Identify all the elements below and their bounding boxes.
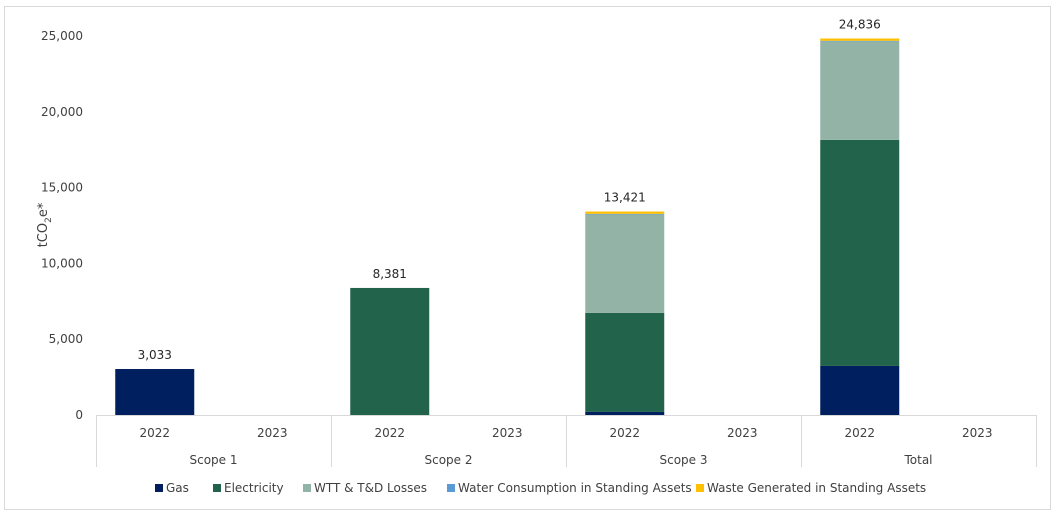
y-axis-label: tCO2e*	[36, 202, 54, 247]
y-tick-label: 0	[75, 408, 83, 422]
legend-label: Gas	[166, 481, 189, 495]
y-axis-label-tail: e*	[36, 202, 51, 217]
group-label: Total	[903, 453, 932, 467]
svg-text:tCO2e*: tCO2e*	[36, 202, 54, 247]
group-label: Scope 3	[659, 453, 707, 467]
bar-segment-electricity	[820, 139, 900, 366]
y-tick-label: 5,000	[49, 332, 83, 346]
bar-segment-gas	[820, 365, 900, 415]
x-axis: 2022 2023 2022 2023 2022 2023 2022 2023 Scope 1 S…	[96, 415, 1037, 467]
x-tick-label: 2022	[844, 426, 875, 440]
legend-swatch	[155, 484, 163, 492]
legend-item-gas[interactable]: Gas	[155, 481, 189, 495]
chart-frame	[4, 6, 1051, 510]
bar-segment-gas	[585, 411, 665, 415]
bar-segment-waste-generated-in-standing-assets	[585, 211, 665, 214]
y-tick-label: 15,000	[41, 181, 83, 195]
legend-item-waste-generated-in-standing-assets[interactable]: Waste Generated in Standing Assets	[696, 481, 926, 495]
legend-label: WTT & T&D Losses	[314, 481, 427, 495]
y-tick-label: 20,000	[41, 105, 83, 119]
data-label: 24,836	[839, 18, 881, 32]
x-tick-label: 2022	[374, 426, 405, 440]
legend-item-electricity[interactable]: Electricity	[213, 481, 284, 495]
bar-segment-electricity	[350, 287, 430, 415]
legend-item-water-consumption-in-standing-assets[interactable]: Water Consumption in Standing Assets	[447, 481, 692, 495]
bar-segment-wtt-t-d-losses	[585, 214, 665, 313]
data-labels: 3,033 8,381 13,421 24,836	[138, 18, 881, 363]
group-label: Scope 2	[424, 453, 472, 467]
bar-segment-gas	[115, 369, 195, 415]
legend-swatch	[447, 484, 455, 492]
x-tick-label: 2023	[727, 426, 758, 440]
legend-swatch	[213, 484, 221, 492]
bar-segment-water-consumption-in-standing-assets	[820, 40, 900, 42]
data-label: 13,421	[604, 191, 646, 205]
legend-swatch	[303, 484, 311, 492]
y-axis-label-main: tCO	[36, 223, 51, 247]
y-axis-label-sub: 2	[44, 217, 54, 223]
group-label: Scope 1	[189, 453, 237, 467]
x-tick-label: 2022	[609, 426, 640, 440]
legend-label: Waste Generated in Standing Assets	[707, 481, 926, 495]
y-tick-label: 25,000	[41, 29, 83, 43]
legend-label: Water Consumption in Standing Assets	[458, 481, 692, 495]
y-ticks: 0 5,000 10,000 15,000 20,000 25,000	[41, 29, 83, 422]
x-tick-label: 2022	[139, 426, 170, 440]
bar-segment-wtt-t-d-losses	[820, 41, 900, 140]
legend-swatch	[696, 484, 704, 492]
bar-segment-electricity	[585, 312, 665, 412]
bar-segment-water-consumption-in-standing-assets	[585, 213, 665, 215]
x-tick-label: 2023	[962, 426, 993, 440]
bar-segment-waste-generated-in-standing-assets	[820, 38, 900, 41]
legend-item-wtt-t-d-losses[interactable]: WTT & T&D Losses	[303, 481, 427, 495]
x-tick-label: 2023	[492, 426, 523, 440]
y-tick-label: 10,000	[41, 256, 83, 270]
legend-label: Electricity	[224, 481, 284, 495]
x-tick-label: 2023	[257, 426, 288, 440]
data-label: 8,381	[373, 267, 407, 281]
legend: Gas Electricity WTT & T&D Losses Water Cons…	[155, 481, 926, 495]
data-label: 3,033	[138, 348, 172, 362]
bars	[115, 38, 900, 415]
